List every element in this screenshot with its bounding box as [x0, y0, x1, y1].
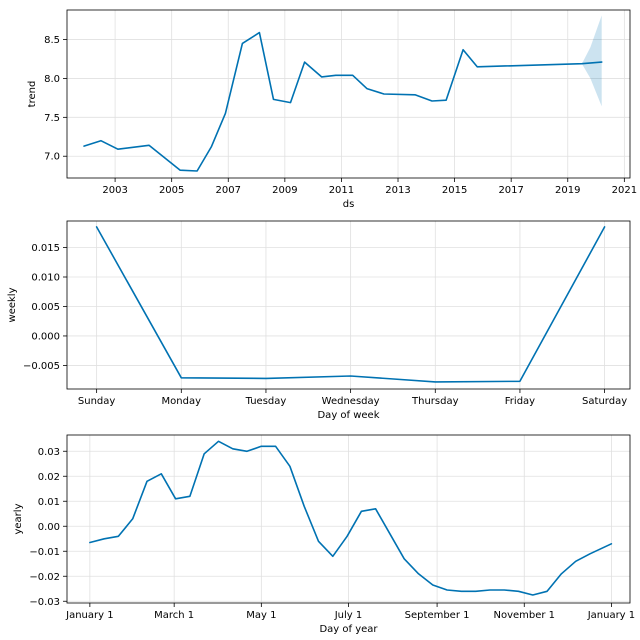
- weekly-x-tick-label: Monday: [162, 396, 202, 407]
- yearly-y-ticks: −0.03 −0.02 −0.01 0.00 0.01 0.02 0.03: [29, 447, 67, 608]
- weekly-series: [95, 226, 606, 383]
- yearly-x-tick-label: May 1: [246, 610, 276, 621]
- trend-y-tick-label: 8.5: [44, 35, 60, 46]
- weekly-x-axis-label: Day of week: [317, 410, 379, 421]
- trend-series-line: [83, 31, 603, 172]
- trend-y-ticks: 7.0 7.5 8.0 8.5: [44, 35, 67, 163]
- yearly-y-tick-label: −0.03: [29, 597, 60, 608]
- yearly-y-tick-label: 0.03: [38, 447, 60, 458]
- yearly-x-tick-label: November 1: [493, 610, 555, 621]
- trend-uncertainty-area: [581, 15, 602, 107]
- weekly-x-tick-label: Tuesday: [245, 396, 287, 407]
- trend-y-tick-label: 8.0: [44, 74, 60, 85]
- weekly-gridlines: [67, 221, 630, 389]
- yearly-x-ticks: January 1 March 1 May 1 July 1 September 1 No…: [65, 603, 635, 621]
- weekly-x-tick-label: Thursday: [411, 396, 459, 407]
- yearly-y-axis-label: yearly: [13, 503, 24, 534]
- weekly-y-tick-label: −0.005: [23, 361, 60, 372]
- trend-uncertainty-band: [581, 15, 602, 107]
- weekly-panel: Sunday Monday Tuesday Wednesday Thursday Frid…: [7, 220, 631, 421]
- trend-panel: 2003 2005 2007 2009 2011 2013 2015 2017 2019 2021…: [27, 9, 637, 210]
- weekly-axes-frame: [66, 220, 631, 390]
- trend-axes-frame: [66, 9, 631, 179]
- yearly-x-tick-label: July 1: [334, 610, 363, 621]
- yearly-x-axis-label: Day of year: [319, 624, 378, 635]
- weekly-x-tick-label: Wednesday: [322, 396, 380, 407]
- yearly-series-line: [89, 440, 613, 596]
- yearly-y-tick-label: −0.02: [29, 572, 60, 583]
- trend-y-axis-label: trend: [27, 81, 38, 108]
- trend-gridlines: [67, 10, 630, 178]
- yearly-panel: January 1 March 1 May 1 July 1 September 1 No…: [13, 434, 635, 635]
- trend-y-tick-label: 7.0: [44, 152, 60, 163]
- trend-x-tick-label: 2009: [272, 185, 297, 196]
- trend-x-tick-label: 2005: [159, 185, 184, 196]
- yearly-y-tick-label: −0.01: [29, 547, 60, 558]
- yearly-x-tick-label: March 1: [154, 610, 194, 621]
- yearly-series: [89, 440, 613, 596]
- weekly-x-tick-label: Friday: [505, 396, 535, 407]
- weekly-x-ticks: Sunday Monday Tuesday Wednesday Thursday Frid…: [78, 389, 627, 407]
- trend-x-ticks: 2003 2005 2007 2009 2011 2013 2015 2017 2019 2021: [102, 178, 637, 196]
- yearly-x-tick-label: January 1: [65, 610, 113, 621]
- weekly-y-tick-label: 0.010: [31, 273, 60, 284]
- yearly-y-tick-label: 0.00: [38, 522, 60, 533]
- trend-x-tick-label: 2021: [612, 185, 637, 196]
- weekly-y-tick-label: 0.000: [31, 331, 60, 342]
- trend-x-tick-label: 2015: [442, 185, 467, 196]
- yearly-gridlines: [67, 435, 630, 603]
- yearly-x-tick-label: September 1: [405, 610, 470, 621]
- weekly-y-tick-label: 0.005: [31, 302, 60, 313]
- weekly-y-axis-label: weekly: [7, 287, 18, 322]
- trend-x-tick-label: 2007: [216, 185, 241, 196]
- weekly-x-tick-label: Sunday: [78, 396, 115, 407]
- trend-x-tick-label: 2011: [329, 185, 354, 196]
- yearly-x-tick-label: January 1: [587, 610, 635, 621]
- trend-y-tick-label: 7.5: [44, 113, 60, 124]
- yearly-y-tick-label: 0.02: [38, 472, 60, 483]
- trend-x-axis-label: ds: [343, 199, 355, 210]
- trend-x-tick-label: 2013: [385, 185, 410, 196]
- trend-x-tick-label: 2003: [102, 185, 127, 196]
- weekly-y-ticks: −0.005 0.000 0.005 0.010 0.015: [23, 243, 67, 372]
- weekly-series-line: [95, 226, 606, 383]
- yearly-y-tick-label: 0.01: [38, 497, 60, 508]
- trend-series: [83, 31, 603, 172]
- trend-x-tick-label: 2019: [555, 185, 580, 196]
- weekly-y-tick-label: 0.015: [31, 243, 60, 254]
- trend-x-tick-label: 2017: [498, 185, 523, 196]
- weekly-x-tick-label: Saturday: [582, 396, 627, 407]
